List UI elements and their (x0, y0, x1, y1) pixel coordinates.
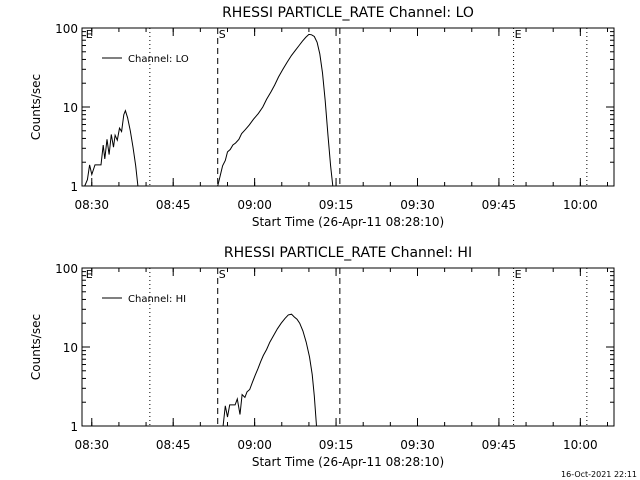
y-axis-label-hi: Counts/sec (29, 314, 43, 380)
y-tick-label-hi-2: 100 (55, 262, 78, 276)
x-tick-label-lo-0: 08:30 (74, 198, 109, 212)
axis-ticks-hi: 1 10 100 08:30 08:45 09:00 09:15 09:30 09:45 10:0… (55, 262, 614, 452)
y-tick-label-lo-0: 1 (70, 180, 78, 194)
legend-hi: Channel: HI (102, 294, 186, 305)
x-tick-label-lo-2: 09:00 (237, 198, 272, 212)
y-tick-label-hi-0: 1 (70, 420, 78, 434)
x-tick-label-hi-3: 09:15 (319, 438, 354, 452)
x-tick-label-lo-1: 08:45 (156, 198, 191, 212)
chart-panel-lo: RHESSI PARTICLE_RATE Channel: LO E S E 1 10… (29, 5, 615, 229)
chart-title-hi: RHESSI PARTICLE_RATE Channel: HI (224, 245, 472, 261)
chart-panel-hi: RHESSI PARTICLE_RATE Channel: HI E S E 1 10… (29, 245, 615, 469)
event-marker-label-lo-0: E (86, 28, 93, 41)
event-marker-label-lo-4: E (515, 28, 522, 41)
chart-title-lo: RHESSI PARTICLE_RATE Channel: LO (222, 5, 474, 21)
y-tick-label-hi-1: 10 (63, 341, 78, 355)
x-axis-label-hi: Start Time (26-Apr-11 08:28:10) (252, 455, 444, 469)
x-axis-label-lo: Start Time (26-Apr-11 08:28:10) (252, 215, 444, 229)
x-tick-label-hi-4: 09:30 (400, 438, 435, 452)
event-marker-label-lo-2: S (219, 28, 226, 41)
x-tick-label-hi-2: 09:00 (237, 438, 272, 452)
series-lines-hi (222, 313, 317, 427)
plot-timestamp: 16-Oct-2021 22:11 (561, 470, 637, 479)
x-tick-label-lo-4: 09:30 (400, 198, 435, 212)
y-axis-label-lo: Counts/sec (29, 74, 43, 140)
legend-label-hi: Channel: HI (128, 294, 186, 305)
legend-lo: Channel: LO (102, 54, 189, 65)
axis-ticks-lo: 1 10 100 08:30 08:45 09:00 09:15 09:30 09:45 10:0… (55, 22, 614, 212)
x-tick-label-hi-5: 09:45 (482, 438, 517, 452)
series-line-hi-0-0 (222, 313, 317, 427)
legend-label-lo: Channel: LO (128, 54, 189, 65)
event-marker-label-hi-2: S (219, 268, 226, 281)
series-line-lo-0-0 (84, 109, 139, 187)
series-lines-lo (84, 33, 334, 187)
event-marker-label-hi-0: E (86, 268, 93, 281)
x-tick-label-lo-6: 10:00 (563, 198, 598, 212)
x-tick-label-hi-1: 08:45 (156, 438, 191, 452)
y-tick-label-lo-1: 10 (63, 101, 78, 115)
x-tick-label-lo-5: 09:45 (482, 198, 517, 212)
x-tick-label-lo-3: 09:15 (319, 198, 354, 212)
y-tick-label-lo-2: 100 (55, 22, 78, 36)
x-tick-label-hi-0: 08:30 (74, 438, 109, 452)
x-tick-label-hi-6: 10:00 (563, 438, 598, 452)
series-line-lo-0-1 (217, 33, 334, 187)
event-marker-label-hi-4: E (515, 268, 522, 281)
